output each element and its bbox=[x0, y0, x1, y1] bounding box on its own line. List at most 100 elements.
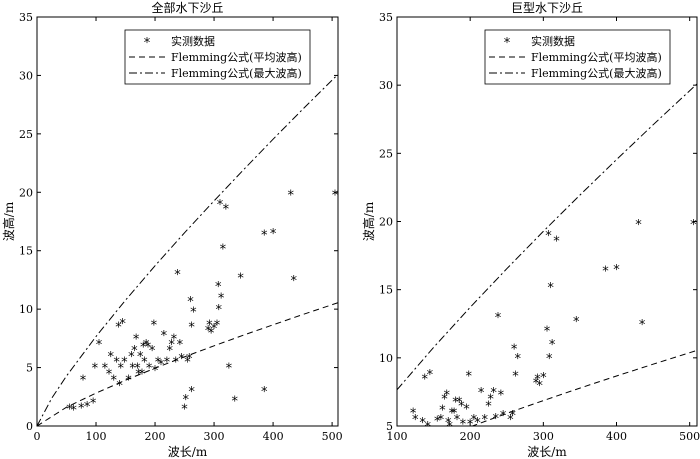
data-point: * bbox=[190, 305, 197, 320]
data-point: * bbox=[463, 402, 470, 417]
data-point: * bbox=[84, 400, 91, 415]
data-point: * bbox=[181, 402, 188, 417]
x-tick-label: 200 bbox=[460, 430, 481, 443]
data-point: * bbox=[534, 372, 541, 387]
legend-box bbox=[484, 29, 671, 85]
data-point: * bbox=[438, 413, 445, 428]
y-tick-label: 30 bbox=[379, 79, 393, 92]
data-point: * bbox=[512, 370, 519, 385]
data-point: * bbox=[96, 338, 103, 353]
data-point: * bbox=[553, 235, 560, 250]
data-point: * bbox=[80, 373, 87, 388]
data-point: * bbox=[78, 401, 85, 416]
data-point: * bbox=[458, 400, 465, 415]
data-point: * bbox=[261, 228, 268, 243]
data-point: * bbox=[70, 404, 77, 419]
x-tick-label: 300 bbox=[204, 430, 225, 443]
data-point: * bbox=[137, 350, 144, 365]
data-point: * bbox=[487, 393, 494, 408]
data-point: * bbox=[434, 415, 441, 430]
data-point: * bbox=[332, 189, 339, 204]
data-point: * bbox=[125, 373, 132, 388]
x-tick-label: 500 bbox=[322, 430, 343, 443]
data-point: * bbox=[116, 379, 123, 394]
data-point: * bbox=[424, 420, 431, 435]
data-point: * bbox=[478, 386, 485, 401]
y-tick-label: 15 bbox=[379, 284, 393, 297]
data-point: * bbox=[451, 406, 458, 421]
data-point: * bbox=[493, 412, 500, 427]
data-point: * bbox=[471, 413, 478, 428]
data-point: * bbox=[178, 352, 185, 367]
data-point: * bbox=[454, 413, 461, 428]
data-point: * bbox=[261, 385, 268, 400]
data-point: * bbox=[110, 373, 117, 388]
data-point: * bbox=[184, 356, 191, 371]
data-point: * bbox=[113, 356, 120, 371]
data-point: * bbox=[205, 324, 212, 339]
data-point: * bbox=[444, 389, 451, 404]
plot-frame bbox=[36, 16, 339, 427]
legend-label: Flemming公式(平均波高) bbox=[531, 50, 662, 64]
data-point: * bbox=[511, 342, 518, 357]
data-point: * bbox=[90, 397, 97, 412]
data-point: * bbox=[92, 362, 99, 377]
data-point: * bbox=[214, 318, 221, 333]
data-point: * bbox=[507, 413, 514, 428]
data-point: * bbox=[495, 311, 502, 326]
data-point: * bbox=[188, 321, 195, 336]
data-point: * bbox=[215, 280, 222, 295]
y-tick-label: 30 bbox=[19, 69, 33, 82]
y-axis-label: 波高/m bbox=[1, 201, 16, 241]
y-tick-label: 35 bbox=[19, 11, 33, 24]
data-point: * bbox=[231, 394, 238, 409]
x-tick-label: 100 bbox=[387, 430, 408, 443]
data-point: * bbox=[139, 367, 146, 382]
data-point: * bbox=[174, 268, 181, 283]
x-tick-label: 400 bbox=[263, 430, 284, 443]
data-point: * bbox=[465, 370, 472, 385]
data-point: * bbox=[146, 362, 153, 377]
data-point: * bbox=[690, 218, 697, 233]
chart-2: 巨型水下沙丘 100 200 300 400 500 5 10 15 20 25 30 35 波长/m 波高… bbox=[361, 1, 700, 459]
data-point: * bbox=[119, 317, 126, 332]
data-point: * bbox=[546, 352, 553, 367]
data-point: * bbox=[452, 395, 459, 410]
data-point: * bbox=[121, 356, 128, 371]
data-point: * bbox=[172, 356, 179, 371]
data-point: * bbox=[168, 338, 175, 353]
data-point: * bbox=[177, 338, 184, 353]
data-point: * bbox=[151, 318, 158, 333]
data-point: * bbox=[547, 281, 554, 296]
data-point: * bbox=[128, 350, 135, 365]
data-point: * bbox=[115, 321, 122, 336]
data-point: * bbox=[500, 409, 507, 424]
data-point: * bbox=[226, 362, 233, 377]
data-point: * bbox=[131, 344, 138, 359]
legend: * 实测数据 Flemming公式(平均波高) Flemming公式(最大波高) bbox=[124, 29, 311, 85]
data-point: * bbox=[167, 344, 174, 359]
data-point: * bbox=[220, 242, 227, 257]
data-point: * bbox=[129, 362, 136, 377]
x-axis-label: 波长/m bbox=[527, 445, 567, 459]
data-point: * bbox=[573, 315, 580, 330]
data-point: * bbox=[536, 379, 543, 394]
data-point: * bbox=[188, 385, 195, 400]
data-point: * bbox=[613, 263, 620, 278]
data-point: * bbox=[449, 406, 456, 421]
data-point: * bbox=[134, 362, 141, 377]
y-tick-label: 25 bbox=[379, 147, 393, 160]
data-point: * bbox=[441, 393, 448, 408]
data-point: * bbox=[145, 341, 152, 356]
y-axis-label: 波高/m bbox=[361, 201, 376, 241]
data-point: * bbox=[498, 389, 505, 404]
legend: * 实测数据 Flemming公式(平均波高) Flemming公式(最大波高) bbox=[484, 29, 671, 85]
series-line bbox=[37, 73, 338, 426]
legend-marker: * bbox=[504, 36, 511, 51]
data-point: * bbox=[544, 325, 551, 340]
data-point: * bbox=[290, 274, 297, 289]
data-point: * bbox=[218, 291, 225, 306]
legend-label: 实测数据 bbox=[171, 34, 215, 48]
data-point: * bbox=[410, 406, 417, 421]
data-point: * bbox=[182, 393, 189, 408]
